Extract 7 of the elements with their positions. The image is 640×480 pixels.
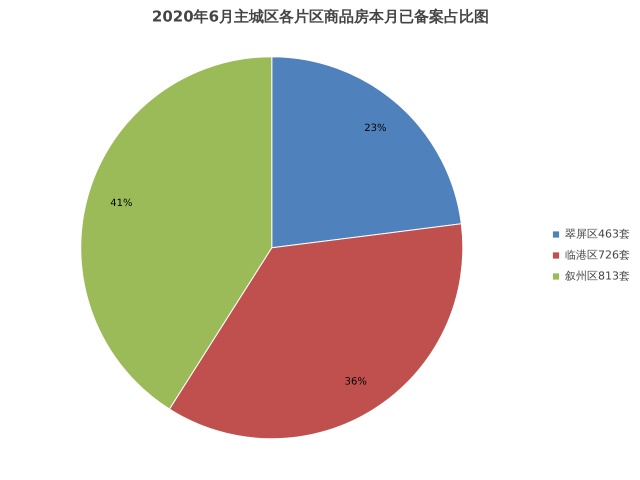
- data-label: 36%: [344, 376, 367, 388]
- legend-label: 临港区726套: [565, 248, 630, 262]
- legend-label: 翠屏区463套: [565, 226, 630, 242]
- chart-title: 2020年6月主城区各片区商品房本月已备案占比图: [152, 8, 490, 26]
- data-label: 23%: [364, 122, 387, 134]
- legend-label: 叙州区813套: [565, 268, 630, 284]
- data-label: 41%: [110, 198, 132, 209]
